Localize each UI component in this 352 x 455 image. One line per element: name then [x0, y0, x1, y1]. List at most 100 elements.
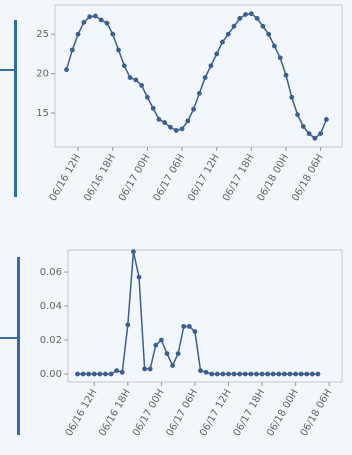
data-point	[179, 126, 185, 132]
data-point	[175, 351, 181, 357]
data-point	[276, 371, 282, 377]
data-point	[220, 371, 226, 377]
y-tick-label: 25	[36, 29, 49, 40]
data-point	[209, 371, 215, 377]
data-point	[114, 368, 120, 374]
y-tick-label: 0.02	[40, 335, 62, 346]
data-point	[306, 131, 312, 136]
data-point	[315, 371, 321, 377]
data-point	[133, 77, 139, 83]
data-point	[295, 112, 300, 118]
data-point	[153, 342, 159, 348]
data-point	[131, 249, 136, 255]
data-point	[324, 116, 329, 122]
data-point	[277, 55, 283, 61]
data-point	[283, 72, 289, 78]
data-point	[98, 17, 104, 23]
data-point	[214, 51, 220, 57]
data-point	[242, 371, 248, 377]
data-point	[203, 369, 209, 375]
data-point	[198, 368, 203, 374]
data-point	[121, 63, 127, 69]
data-point	[192, 329, 198, 334]
data-point	[300, 124, 306, 129]
data-point	[158, 337, 164, 343]
data-point	[168, 124, 173, 130]
data-point	[110, 31, 116, 37]
y-tick-label: 0.06	[40, 267, 62, 278]
data-point	[226, 371, 231, 377]
data-line	[65, 12, 328, 140]
data-point	[231, 23, 237, 29]
data-point	[243, 12, 248, 17]
data-point	[259, 371, 265, 377]
data-point	[127, 75, 133, 80]
data-point	[156, 116, 162, 122]
data-point	[282, 371, 287, 377]
data-point	[125, 322, 131, 328]
data-point	[220, 39, 225, 45]
data-point	[69, 47, 75, 53]
data-point	[173, 128, 179, 133]
data-point	[91, 371, 97, 377]
data-point	[186, 324, 192, 329]
data-point	[312, 135, 318, 141]
data-point	[208, 63, 214, 69]
data-point	[272, 43, 277, 49]
data-point	[202, 75, 208, 80]
data-point	[270, 371, 276, 377]
side-bar	[14, 20, 17, 197]
data-point	[254, 371, 259, 377]
data-point	[287, 371, 293, 377]
data-point	[318, 131, 324, 136]
data-point	[304, 371, 310, 377]
data-point	[87, 14, 93, 20]
data-point	[191, 106, 196, 112]
data-point	[136, 274, 142, 280]
y-tick-label: 0.00	[40, 369, 62, 380]
data-point	[119, 369, 125, 375]
side-connector	[0, 69, 15, 71]
data-point	[150, 105, 156, 111]
side-bar	[17, 257, 20, 435]
data-point	[144, 94, 150, 100]
data-point	[75, 31, 81, 37]
data-point	[75, 371, 80, 377]
data-point	[254, 16, 260, 21]
data-point	[93, 13, 98, 19]
data-point	[248, 371, 254, 377]
data-point	[164, 351, 170, 357]
data-point	[81, 19, 87, 25]
data-point	[162, 120, 168, 125]
data-point	[139, 83, 145, 88]
data-point	[265, 371, 271, 377]
data-point	[225, 31, 231, 37]
data-point	[147, 366, 153, 372]
data-point	[103, 371, 108, 377]
data-point	[237, 371, 243, 377]
data-point	[181, 324, 187, 329]
y-tick-label: 15	[36, 108, 49, 119]
y-tick-label: 0.04	[40, 301, 62, 312]
data-point	[293, 371, 298, 377]
data-point	[86, 371, 92, 377]
data-point	[248, 11, 254, 17]
data-point	[289, 94, 295, 100]
data-point	[104, 20, 110, 26]
data-point	[260, 23, 266, 29]
data-point	[170, 363, 175, 368]
data-point	[214, 371, 220, 377]
data-point	[231, 371, 237, 377]
data-point	[309, 371, 315, 377]
plot-frame	[54, 4, 343, 148]
data-point	[196, 90, 202, 96]
data-point	[142, 366, 148, 372]
data-point	[237, 16, 243, 21]
data-point	[80, 371, 86, 377]
data-point	[108, 371, 114, 377]
data-point	[298, 371, 304, 377]
data-point	[97, 371, 103, 377]
